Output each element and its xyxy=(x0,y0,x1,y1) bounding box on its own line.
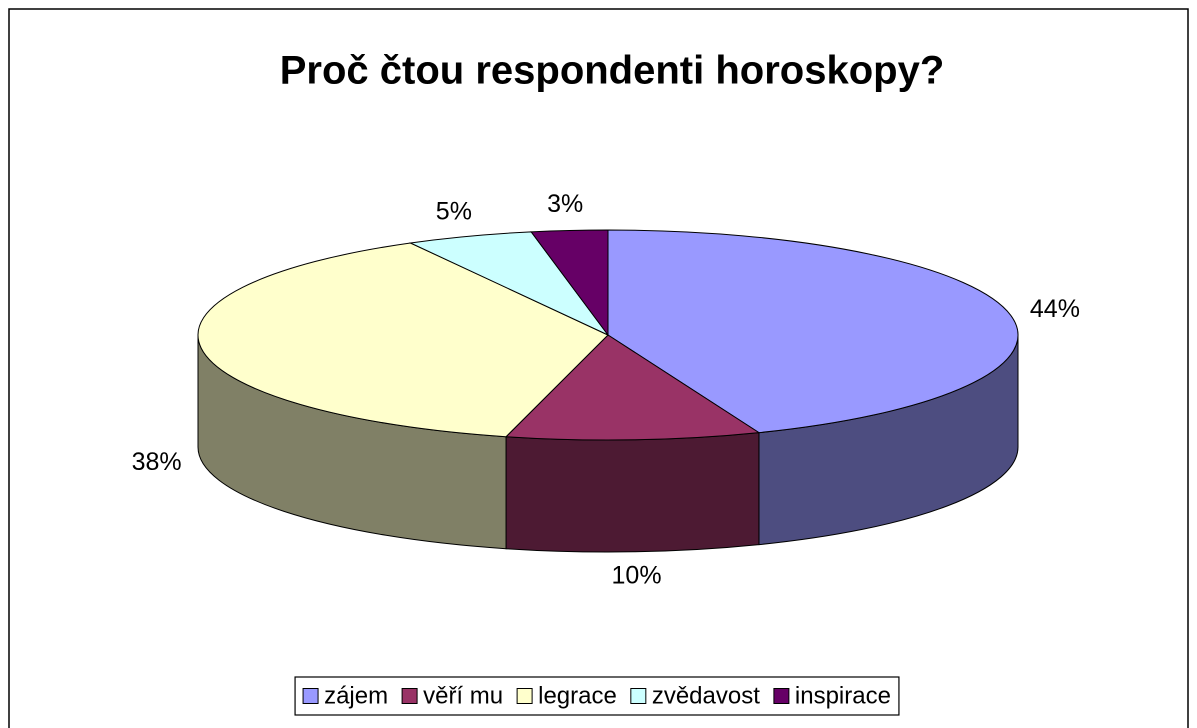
data-label: 3% xyxy=(547,190,583,218)
legend-label: zvědavost xyxy=(652,682,760,709)
legend-label: legrace xyxy=(538,682,617,709)
legend-swatch xyxy=(516,688,533,704)
chart-title: Proč čtou respondenti horoskopy? xyxy=(280,49,945,93)
legend-swatch xyxy=(302,688,319,704)
pie-slice xyxy=(504,334,761,441)
pie-slice xyxy=(607,229,1019,434)
legend: zájem věří mu legrace zvědavost inspirace xyxy=(294,676,900,716)
pie-side xyxy=(505,432,760,553)
data-label: 10% xyxy=(612,561,662,589)
legend-swatch xyxy=(773,688,790,704)
pie-slice xyxy=(197,242,609,438)
legend-label: věří mu xyxy=(423,682,503,709)
data-label: 38% xyxy=(132,448,182,476)
legend-frame xyxy=(294,676,900,716)
data-label: 44% xyxy=(1030,295,1080,323)
pie: 44% 10% 38% 5% 3% xyxy=(132,190,1080,589)
data-label: 5% xyxy=(436,197,472,225)
legend-label: zájem xyxy=(324,682,388,709)
pie-slice xyxy=(530,229,609,337)
legend-swatch xyxy=(630,688,647,704)
legend-label: inspirace xyxy=(795,682,891,709)
legend-swatch xyxy=(401,688,418,704)
